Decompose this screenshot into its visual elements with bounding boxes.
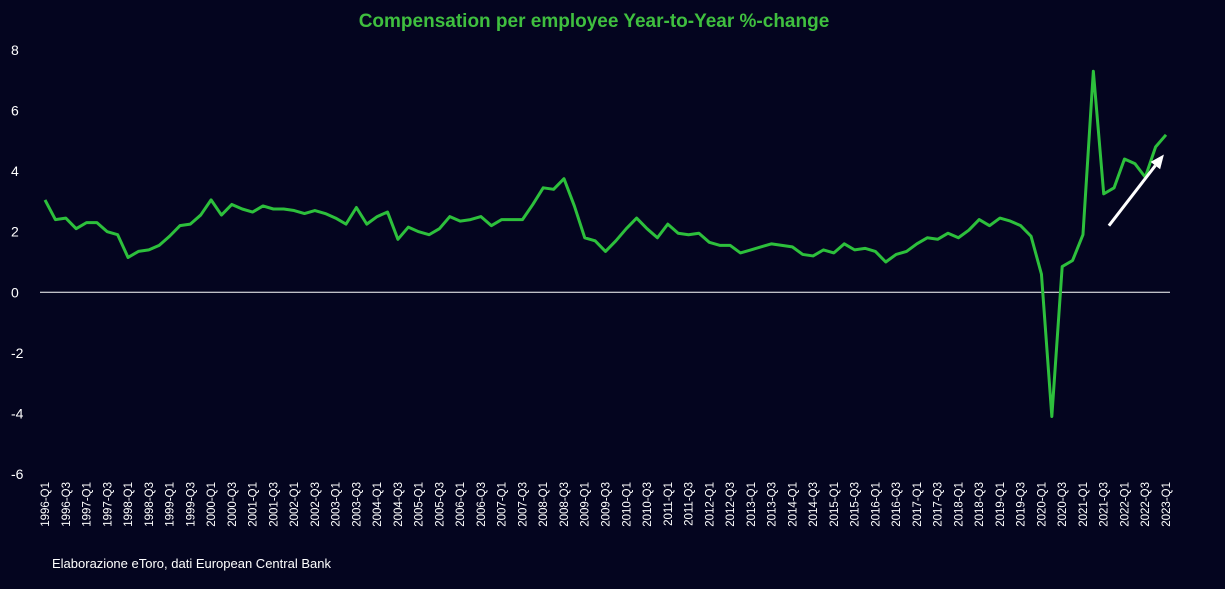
x-tick-label: 2013-Q3 [767,482,779,527]
x-tick-label: 2019-Q3 [1016,482,1028,527]
x-tick-label: 2007-Q3 [517,482,529,527]
x-tick-label: 2001-Q3 [268,482,280,527]
x-tick-label: 2017-Q1 [912,482,924,527]
x-tick-label: 2016-Q3 [891,482,903,527]
x-tick-label: 1998-Q1 [123,482,135,527]
x-tick-label: 2015-Q1 [829,482,841,527]
x-tick-label: 2015-Q3 [850,482,862,527]
x-tick-label: 2003-Q3 [351,482,363,527]
x-tick-label: 2006-Q3 [476,482,488,527]
annotations [1107,154,1164,227]
x-tick-label: 2010-Q1 [621,482,633,527]
trend-arrow-shaft [1107,164,1157,227]
x-tick-label: 1999-Q3 [185,482,197,527]
x-tick-label: 2009-Q1 [580,482,592,527]
x-tick-label: 2018-Q3 [974,482,986,527]
x-tick-label: 2001-Q1 [248,482,260,527]
x-tick-label: 2011-Q3 [684,482,696,526]
x-tick-label: 2011-Q1 [663,482,675,526]
x-tick-label: 2014-Q1 [787,482,799,527]
x-tick-label: 2012-Q3 [725,482,737,527]
x-tick-label: 2021-Q3 [1099,482,1111,527]
x-tick-label: 2004-Q1 [372,482,384,527]
y-tick-label: -2 [11,345,24,361]
y-axis-ticks: 8 6 4 2 0 -2 -4 -6 [11,42,24,482]
series-line [43,69,1168,418]
x-tick-label: 1997-Q1 [82,482,94,527]
x-tick-label: 2005-Q1 [414,482,426,527]
x-tick-label: 2008-Q1 [538,482,550,527]
source-note: Elaborazione eToro, dati European Centra… [52,556,331,571]
x-tick-label: 2014-Q3 [808,482,820,527]
y-tick-label: 8 [11,42,19,58]
x-tick-label: 2021-Q1 [1078,482,1090,527]
x-tick-label: 2003-Q1 [331,482,343,527]
x-tick-label: 2019-Q1 [995,482,1007,527]
y-tick-label: 6 [11,103,19,119]
y-tick-label: -6 [11,466,24,482]
x-tick-label: 2002-Q3 [310,482,322,527]
x-tick-label: 2010-Q3 [642,482,654,527]
x-tick-label: 2002-Q1 [289,482,301,527]
y-tick-label: 0 [11,284,19,300]
x-tick-label: 2023-Q1 [1161,482,1173,527]
x-tick-label: 2012-Q1 [704,482,716,527]
chart-title: Compensation per employee Year-to-Year %… [359,11,830,32]
y-tick-label: -4 [11,405,24,421]
trend-arrow-head [1150,154,1164,170]
x-tick-label: 2017-Q3 [933,482,945,527]
y-tick-label: 2 [11,224,19,240]
x-tick-label: 1996-Q1 [40,482,52,527]
x-tick-label: 2016-Q1 [870,482,882,527]
x-tick-label: 2009-Q3 [601,482,613,527]
x-tick-label: 2008-Q3 [559,482,571,527]
y-tick-label: 4 [11,163,19,179]
x-tick-label: 1998-Q3 [144,482,156,527]
x-tick-label: 1999-Q1 [165,482,177,527]
x-tick-label: 2013-Q1 [746,482,758,527]
x-tick-label: 1996-Q3 [61,482,73,527]
x-tick-label: 2007-Q1 [497,482,509,527]
x-tick-label: 2018-Q1 [953,482,965,527]
x-tick-label: 2000-Q3 [227,482,239,527]
x-tick-label: 2020-Q1 [1036,482,1048,527]
x-tick-label: 2006-Q1 [455,482,467,527]
x-axis-ticks: 1996-Q1 1996-Q3 1997-Q1 1997-Q3 1998-Q1 1998-… [40,482,1173,527]
x-tick-label: 2020-Q3 [1057,482,1069,527]
x-tick-label: 1997-Q3 [102,482,114,527]
x-tick-label: 2000-Q1 [206,482,218,527]
x-tick-label: 2022-Q3 [1140,482,1152,527]
x-tick-label: 2005-Q3 [434,482,446,527]
x-tick-label: 2004-Q3 [393,482,405,527]
x-tick-label: 2022-Q1 [1119,482,1131,527]
